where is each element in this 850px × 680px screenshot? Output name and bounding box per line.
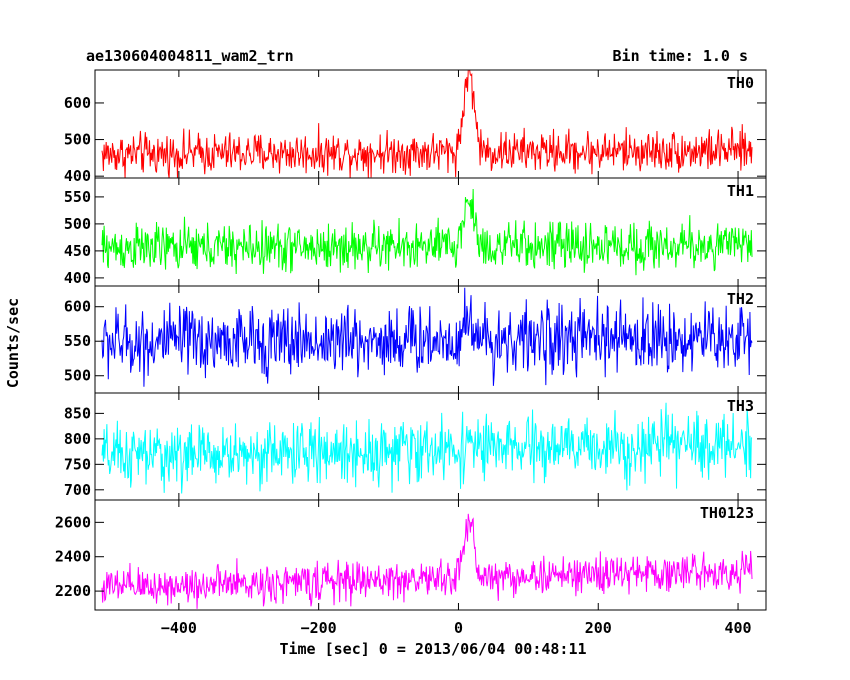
panel-label: TH1 [727, 182, 754, 200]
y-axis-label: Counts/sec [4, 298, 22, 388]
series-line-th2 [101, 287, 753, 387]
series-line-th0123 [101, 513, 753, 609]
y-tick-label: 2600 [55, 513, 91, 531]
panel-label: TH3 [727, 397, 754, 415]
y-tick-label: 500 [64, 215, 91, 233]
y-tick-label: 850 [64, 404, 91, 422]
y-tick-label: 2200 [55, 582, 91, 600]
panel-th3: 700 750 800 850 TH3 [64, 392, 767, 501]
x-axis: −400 −200 0 200 400 [161, 619, 752, 637]
chart-title-left: ae130604004811_wam2_trn [86, 47, 294, 65]
panel-th1: 400 450 500 550 TH1 [64, 177, 767, 287]
panel-label: TH0 [727, 74, 754, 92]
x-axis-label: Time [sec] 0 = 2013/06/04 00:48:11 [279, 640, 586, 658]
x-tick-label: −200 [301, 619, 337, 637]
chart-title-right: Bin time: 1.0 s [613, 47, 748, 65]
y-tick-label: 450 [64, 242, 91, 260]
x-tick-label: 200 [585, 619, 612, 637]
panel-label: TH2 [727, 290, 754, 308]
series-line-th1 [101, 188, 753, 276]
x-tick-label: −400 [161, 619, 197, 637]
y-tick-label: 600 [64, 298, 91, 316]
x-tick-label: 400 [724, 619, 751, 637]
series-line-th0 [101, 69, 753, 179]
y-tick-label: 800 [64, 430, 91, 448]
y-tick-label: 550 [64, 188, 91, 206]
y-tick-label: 400 [64, 269, 91, 287]
series-line-th3 [101, 402, 753, 494]
y-tick-label: 400 [64, 167, 91, 185]
y-tick-label: 700 [64, 481, 91, 499]
y-tick-label: 2400 [55, 548, 91, 566]
panel-frame [94, 499, 767, 611]
panel-th0: 400 500 600 TH0 [64, 69, 767, 185]
y-tick-label: 550 [64, 332, 91, 350]
y-tick-label: 750 [64, 455, 91, 473]
panel-th2: 500 550 600 TH2 [64, 285, 767, 394]
panel-label: TH0123 [700, 504, 754, 522]
panels-group: 400 500 600 TH0 400 450 500 550 TH1 500 550 600 TH2 7… [55, 69, 767, 611]
y-tick-label: 500 [64, 367, 91, 385]
y-tick-label: 500 [64, 131, 91, 149]
panel-th0123: 2200 2400 2600 TH0123 [55, 499, 767, 611]
y-tick-label: 600 [64, 94, 91, 112]
x-tick-label: 0 [454, 619, 463, 637]
